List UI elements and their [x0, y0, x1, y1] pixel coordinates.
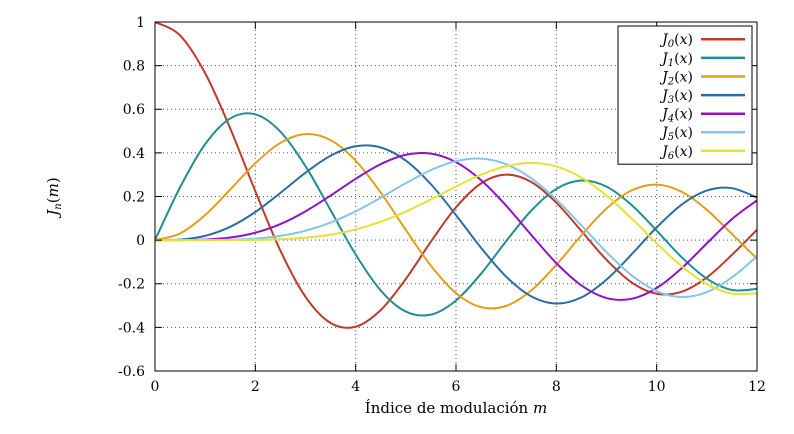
series-curve-1: [155, 112, 757, 317]
legend-label: J0(x): [659, 32, 693, 50]
y-tick-label: 0.8: [123, 59, 145, 75]
legend-entry: J3(x): [659, 88, 745, 106]
series-curve-6: [155, 161, 757, 296]
y-tick-label: 0.6: [123, 102, 145, 118]
legend-entry: J1(x): [659, 51, 745, 69]
legend-label: J2(x): [659, 69, 693, 87]
y-tick-label: -0.6: [118, 364, 145, 380]
series-curve-5: [155, 157, 757, 299]
series-curve-0: [155, 22, 757, 329]
legend-entry: J0(x): [659, 32, 745, 50]
legend-label: J1(x): [659, 51, 693, 69]
x-tick-label: 2: [251, 379, 260, 395]
legend-label: J4(x): [659, 107, 693, 125]
x-tick-label: 10: [648, 379, 666, 395]
legend-entry: J2(x): [659, 69, 745, 87]
x-tick-label: 6: [452, 379, 461, 395]
x-tick-label: 12: [748, 379, 766, 395]
legend-entry: J6(x): [659, 144, 745, 162]
legend: J0(x)J1(x)J2(x)J3(x)J4(x)J5(x)J6(x): [617, 25, 753, 165]
y-tick-label: 0.2: [123, 189, 145, 205]
series-curve-2: [155, 133, 757, 310]
y-tick-label: 0.4: [123, 146, 145, 162]
legend-label: J3(x): [659, 88, 693, 106]
x-tick-label: 0: [151, 379, 160, 395]
legend-label: J5(x): [659, 125, 693, 143]
x-tick-label: 8: [552, 379, 561, 395]
legend-entry: J5(x): [659, 125, 745, 143]
series-curves: [155, 22, 757, 329]
x-axis-label: Índice de modulación m: [365, 399, 547, 417]
x-tick-label: 4: [351, 379, 360, 395]
y-tick-label: -0.2: [118, 277, 145, 293]
legend-entry: J4(x): [659, 107, 745, 125]
y-tick-label: -0.4: [118, 320, 145, 336]
y-tick-label: 1: [136, 15, 145, 31]
series-curve-3: [155, 144, 757, 305]
y-tick-label: 0: [136, 233, 145, 249]
legend-label: J6(x): [659, 144, 693, 162]
y-axis-label: Jn(m): [44, 177, 64, 218]
